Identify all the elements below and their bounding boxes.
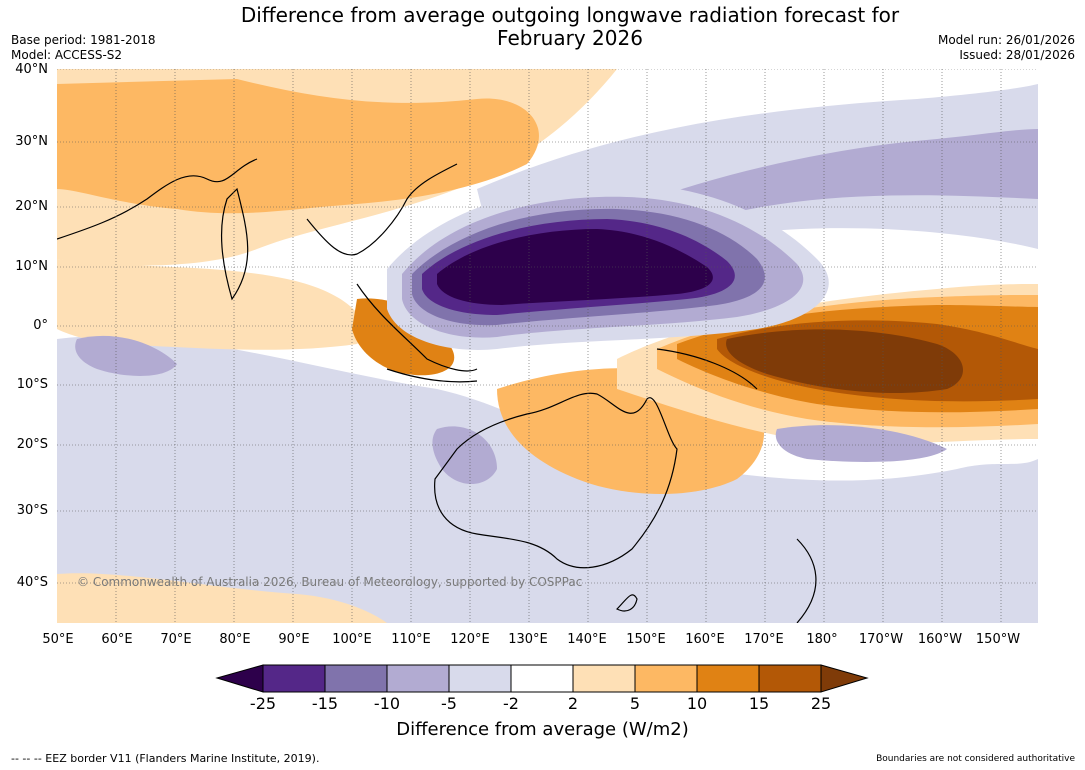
lat-label-10s: 10°S — [16, 377, 48, 392]
anomaly-region-extreme-negative-core — [437, 229, 713, 305]
boundaries-disclaimer: Boundaries are not considered authoritat… — [876, 754, 1075, 764]
colorbar-min-arrow — [215, 664, 264, 693]
colorbar-swatch — [696, 664, 760, 693]
colorbar-tick: 25 — [810, 694, 832, 713]
model-name: Model: ACCESS-S2 — [11, 48, 123, 62]
colorbar-title: Difference from average (W/m2) — [396, 719, 689, 740]
lat-label-10n: 10°N — [15, 259, 48, 274]
anomaly-region-weak-negative-south — [57, 335, 1038, 623]
lon-label-150e: 150°E — [626, 632, 666, 647]
lon-label-170e: 170°E — [744, 632, 784, 647]
map-panel — [57, 69, 1038, 623]
lon-label-130e: 130°E — [508, 632, 548, 647]
eez-note: -- -- -- EEZ border V11 (Flanders Marine… — [11, 752, 320, 765]
lon-label-170w: 170°W — [858, 632, 904, 647]
lat-label-equator: 0° — [33, 318, 48, 333]
copyright-notice: © Commonwealth of Australia 2026, Bureau… — [77, 575, 583, 589]
colorbar-swatch — [572, 664, 636, 693]
issued-date: Issued: 28/01/2026 — [959, 48, 1075, 62]
anomaly-region-negative-south-pacific — [775, 425, 947, 462]
lat-label-40n: 40°N — [15, 62, 48, 77]
colorbar-tick: 5 — [629, 694, 641, 713]
lat-label-20s: 20°S — [16, 437, 48, 452]
anomaly-region-negative-west-australia — [432, 426, 497, 484]
anomaly-region-weak-positive-south — [57, 573, 387, 623]
map-title: Difference from average outgoing longwav… — [0, 4, 1085, 50]
lon-label-90e: 90°E — [278, 632, 310, 647]
colorbar-swatch — [510, 664, 574, 693]
lon-label-50e: 50°E — [42, 632, 74, 647]
colorbar-max-arrow — [820, 664, 869, 693]
lon-label-180: 180° — [806, 632, 838, 647]
anomaly-region-negative-indian — [75, 335, 177, 376]
anomaly-region-extreme-positive-pacific — [726, 329, 964, 394]
base-period: Base period: 1981-2018 — [11, 33, 156, 47]
lat-label-20n: 20°N — [15, 199, 48, 214]
colorbar-tick: -10 — [373, 694, 401, 713]
colorbar-tick: -25 — [249, 694, 277, 713]
lon-label-150w: 150°W — [975, 632, 1021, 647]
model-run: Model run: 26/01/2026 — [937, 33, 1075, 47]
meta-left: Base period: 1981-2018 Model: ACCESS-S2 — [11, 33, 156, 63]
colorbar-tick: -2 — [503, 694, 519, 713]
colorbar-swatch — [324, 664, 388, 693]
colorbar-tick: 2 — [567, 694, 579, 713]
colorbar-swatch — [758, 664, 822, 693]
colorbar-swatch — [634, 664, 698, 693]
lat-label-30n: 30°N — [15, 134, 48, 149]
colorbar-swatch — [448, 664, 512, 693]
graticule — [57, 69, 1038, 623]
lon-label-70e: 70°E — [160, 632, 192, 647]
lon-label-140e: 140°E — [567, 632, 607, 647]
colorbar-tick: -15 — [311, 694, 339, 713]
lat-label-40s: 40°S — [16, 575, 48, 590]
colorbar — [215, 664, 869, 693]
anomaly-region-weak-positive-indian — [57, 259, 365, 350]
colorbar-swatch — [386, 664, 450, 693]
coastlines — [57, 158, 817, 623]
lon-label-100e: 100°E — [332, 632, 372, 647]
lat-label-30s: 30°S — [16, 503, 48, 518]
anomaly-map — [57, 69, 1038, 623]
lon-label-80e: 80°E — [219, 632, 251, 647]
meta-right: Model run: 26/01/2026 Issued: 28/01/2026 — [938, 33, 1075, 63]
lon-label-60e: 60°E — [101, 632, 133, 647]
colorbar-swatch — [262, 664, 326, 693]
lon-label-110e: 110°E — [391, 632, 431, 647]
lon-label-120e: 120°E — [450, 632, 490, 647]
colorbar-tick: 15 — [748, 694, 770, 713]
lon-label-160w: 160°W — [917, 632, 963, 647]
lon-label-160e: 160°E — [685, 632, 725, 647]
colorbar-tick: 10 — [686, 694, 708, 713]
map-title-line-2: February 2026 — [497, 26, 643, 50]
colorbar-tick: -5 — [441, 694, 457, 713]
map-title-line-1: Difference from average outgoing longwav… — [240, 3, 900, 27]
